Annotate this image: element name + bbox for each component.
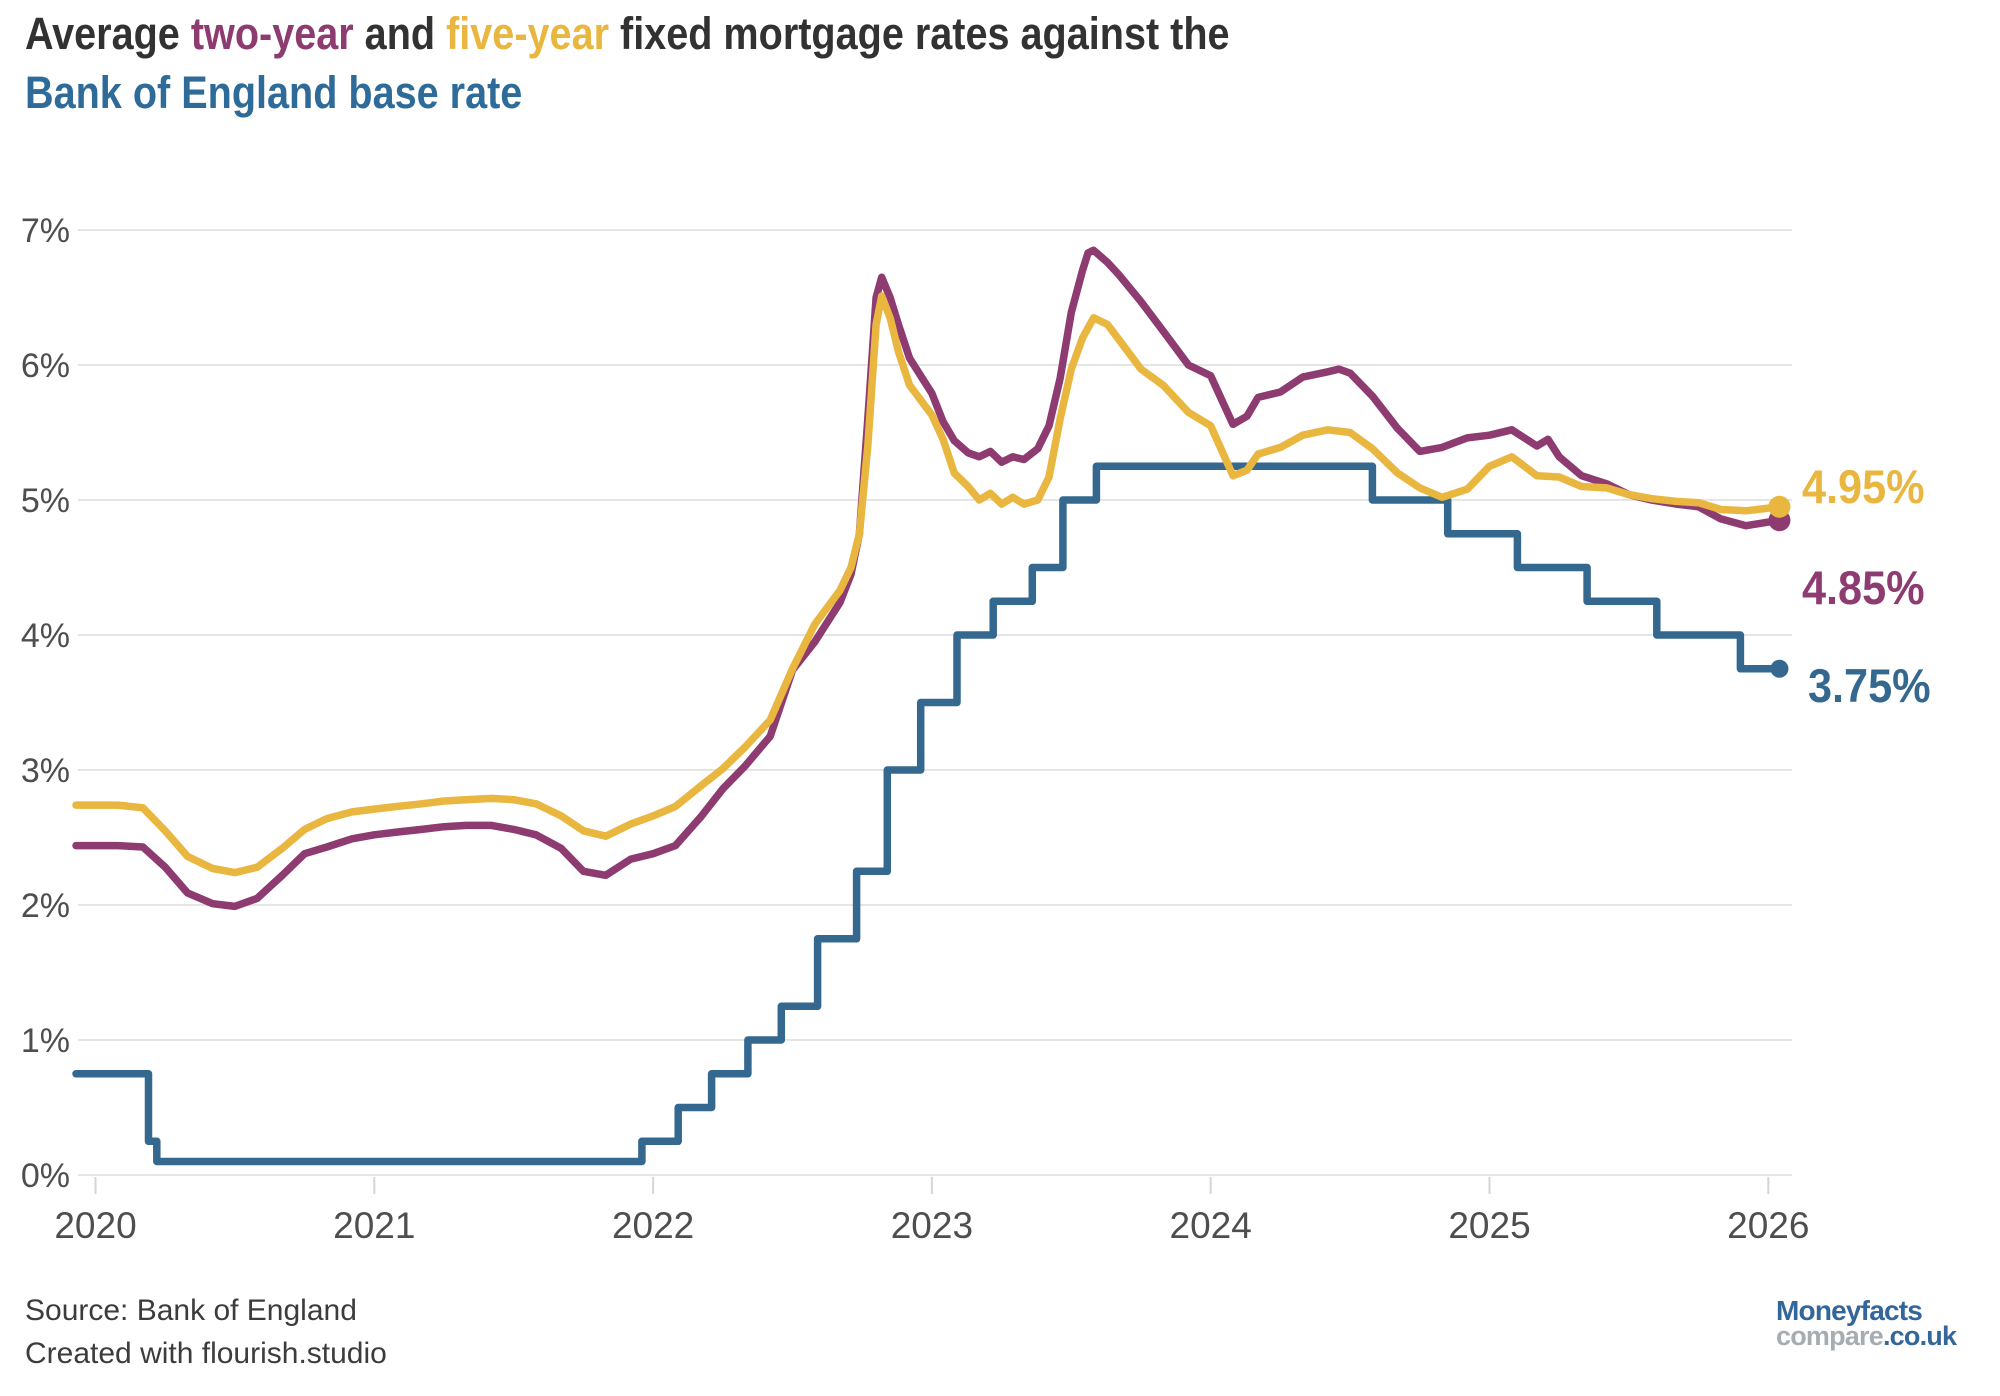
logo-moneyfacts-text: Moneyfacts	[1776, 1295, 1923, 1326]
source-line: Source: Bank of England	[25, 1294, 357, 1327]
title-line-2: Bank of England base rate	[25, 63, 1230, 122]
y-axis-tick-label: 3%	[21, 752, 70, 790]
logo-compare-text: compare	[1776, 1321, 1884, 1351]
x-axis-tick-label: 2024	[1170, 1205, 1252, 1246]
title-segment: fixed mortgage rates against the	[609, 8, 1230, 59]
x-axis-tick-label: 2026	[1727, 1205, 1809, 1246]
end-label-five-year: 4.95%	[1802, 460, 1925, 513]
logo-compare-line: compare.co.uk	[1776, 1321, 1957, 1351]
logo-couk-text: .co.uk	[1882, 1321, 1957, 1351]
y-axis-tick-label: 1%	[21, 1022, 70, 1060]
end-label-base-rate: 3.75%	[1808, 659, 1931, 712]
y-axis-tick-label: 5%	[21, 482, 70, 520]
x-axis-tick-label: 2021	[333, 1205, 415, 1246]
x-axis-tick-label: 2022	[612, 1205, 694, 1246]
credit-line: Created with flourish.studio	[25, 1336, 387, 1370]
x-axis-tick-label: 2020	[54, 1205, 136, 1246]
title-line-1: Average two-year and five-year fixed mor…	[25, 4, 1230, 63]
series-end-dot-five_year_fixed	[1768, 495, 1791, 518]
series-line-boe_base_rate	[72, 462, 1784, 1166]
series-line-five_year_fixed	[72, 292, 1784, 877]
title-segment: Average	[25, 8, 191, 59]
y-axis-tick-label: 0%	[21, 1157, 70, 1195]
x-axis-tick-label: 2023	[891, 1205, 973, 1246]
title-segment-five-year: five-year	[446, 8, 610, 59]
moneyfacts-logo: Moneyfacts compare.co.uk	[1776, 1295, 1957, 1351]
series-line-two_year_fixed	[72, 246, 1784, 911]
title-segment-base-rate: Bank of England base rate	[25, 67, 523, 119]
end-label-two-year: 4.85%	[1802, 561, 1925, 614]
y-axis-tick-label: 2%	[21, 887, 70, 925]
source-note: Source: Bank of England Created with flo…	[25, 1290, 387, 1375]
title-segment: and	[353, 8, 447, 59]
y-axis-tick-label: 7%	[21, 212, 70, 250]
y-axis-tick-label: 6%	[21, 347, 70, 385]
chart-title: Average two-year and five-year fixed mor…	[25, 4, 1394, 123]
x-axis-tick-label: 2025	[1448, 1205, 1530, 1246]
y-axis-tick-label: 4%	[21, 617, 70, 655]
series-end-dot-boe_base_rate	[1770, 659, 1789, 678]
title-segment-two-year: two-year	[190, 8, 354, 59]
